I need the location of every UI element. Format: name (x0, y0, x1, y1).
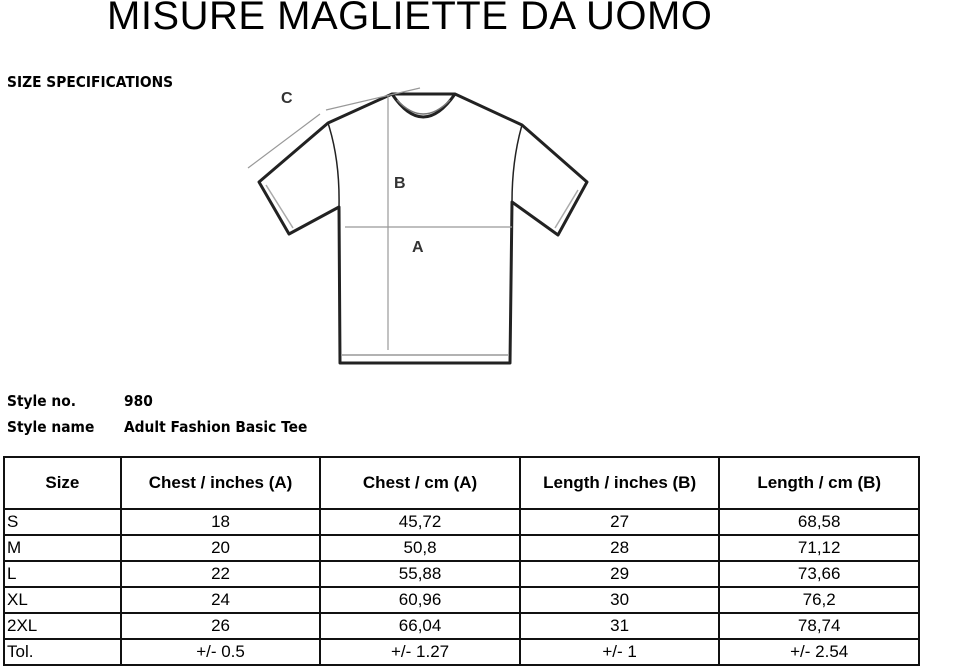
cell: 73,66 (718, 560, 920, 588)
cell: 71,12 (718, 534, 920, 562)
collar-inner (396, 99, 451, 115)
cell: 45,72 (319, 508, 521, 536)
style-name-value: Adult Fashion Basic Tee (124, 418, 308, 436)
cell: 26 (119, 612, 322, 640)
cell: +/- 1 (518, 638, 721, 666)
cell: 30 (518, 586, 721, 614)
table-row: S 18 45,72 27 68,58 (3, 508, 920, 536)
cell: 29 (518, 560, 721, 588)
table-row: 2XL 26 66,04 31 78,74 (3, 612, 920, 640)
label-a: A (412, 239, 424, 256)
measure-c-line (247, 113, 321, 169)
header-length-inches: Length / inches (B) (518, 456, 721, 510)
style-no-label: Style no. (7, 392, 76, 410)
cell: 20 (119, 534, 322, 562)
cell-size: Tol. (3, 638, 122, 666)
cell: 50,8 (319, 534, 521, 562)
cell: 60,96 (319, 586, 521, 614)
tshirt-diagram: C B A (247, 87, 589, 365)
cell: 24 (119, 586, 322, 614)
cell: +/- 1.27 (319, 638, 521, 666)
page-title: MISURE MAGLIETTE DA UOMO (107, 0, 713, 38)
cell: 22 (119, 560, 322, 588)
cell-size: L (3, 560, 122, 588)
table-row-tolerance: Tol. +/- 0.5 +/- 1.27 +/- 1 +/- 2.54 (3, 638, 920, 666)
header-chest-cm: Chest / cm (A) (319, 456, 521, 510)
style-no-value: 980 (124, 392, 153, 410)
cell: 31 (518, 612, 721, 640)
tshirt-outline (257, 92, 589, 365)
table-row: L 22 55,88 29 73,66 (3, 560, 920, 588)
cell: 68,58 (718, 508, 920, 536)
cell: 27 (518, 508, 721, 536)
sleeve-seam-right (511, 124, 523, 203)
cell: 76,2 (718, 586, 920, 614)
cell-size: S (3, 508, 122, 536)
style-name-label: Style name (7, 418, 95, 436)
cell: 18 (119, 508, 322, 536)
cell: +/- 0.5 (119, 638, 322, 666)
header-chest-inches: Chest / inches (A) (119, 456, 322, 510)
cell-size: 2XL (3, 612, 122, 640)
cell: +/- 2.54 (718, 638, 920, 666)
cell: 55,88 (319, 560, 521, 588)
table-row: XL 24 60,96 30 76,2 (3, 586, 920, 614)
cell-size: M (3, 534, 122, 562)
label-c: C (281, 90, 293, 107)
cell: 66,04 (319, 612, 521, 640)
cell: 78,74 (718, 612, 920, 640)
table-row: M 20 50,8 28 71,12 (3, 534, 920, 562)
section-label: SIZE SPECIFICATIONS (7, 73, 174, 91)
header-length-cm: Length / cm (B) (718, 456, 920, 510)
table-header-row: Size Chest / inches (A) Chest / cm (A) L… (3, 456, 920, 510)
size-table: Size Chest / inches (A) Chest / cm (A) L… (3, 456, 920, 666)
header-size: Size (3, 456, 122, 510)
label-b: B (394, 175, 406, 192)
cell-size: XL (3, 586, 122, 614)
sleeve-seam-left (327, 122, 340, 208)
cell: 28 (518, 534, 721, 562)
